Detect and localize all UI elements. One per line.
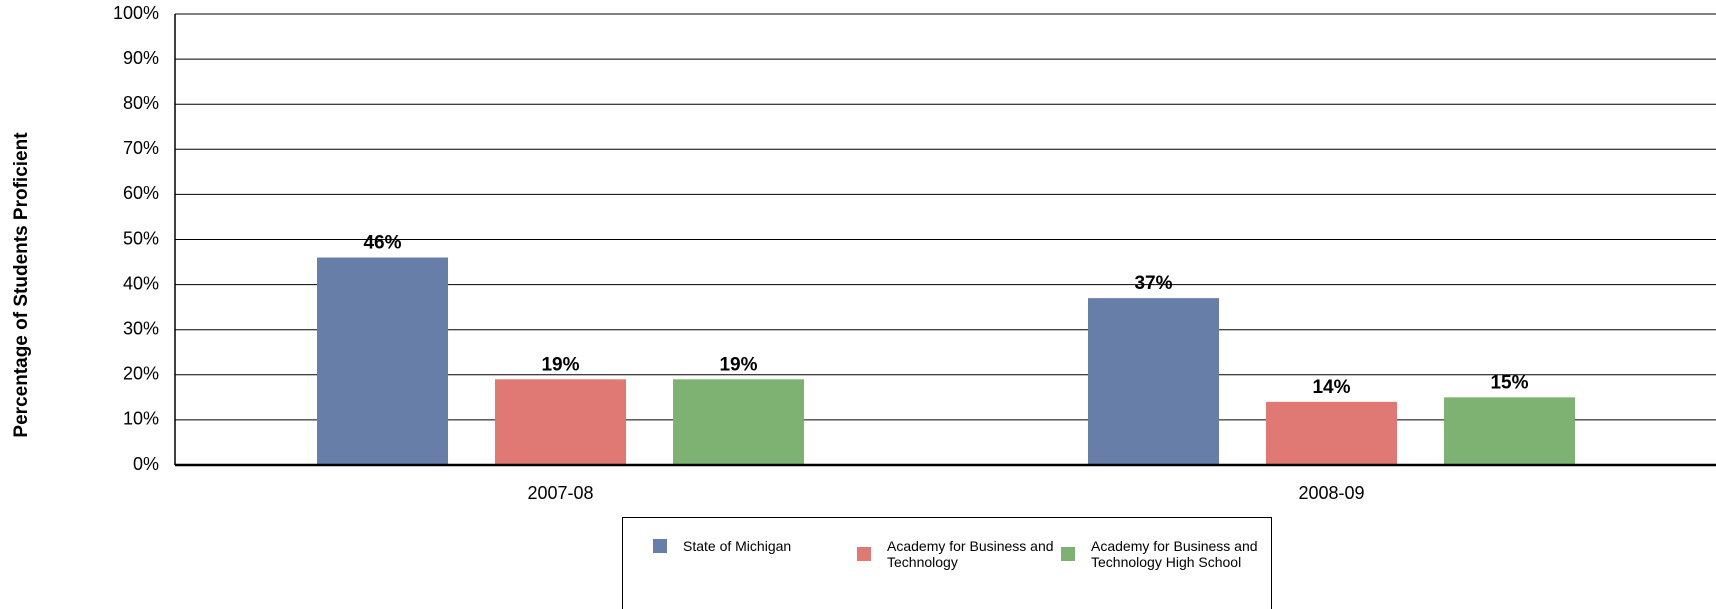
bar bbox=[673, 379, 804, 465]
legend-swatch bbox=[653, 539, 667, 553]
x-tick-label: 2007-08 bbox=[527, 483, 593, 503]
legend-swatch bbox=[1061, 547, 1075, 561]
legend-item: Academy for Business and Technology bbox=[857, 538, 1057, 570]
y-tick-label: 50% bbox=[123, 228, 159, 248]
value-label: 46% bbox=[363, 233, 401, 254]
bar bbox=[1444, 397, 1575, 465]
y-tick-label: 90% bbox=[123, 48, 159, 68]
value-label: 19% bbox=[719, 354, 757, 375]
legend-item: State of Michigan bbox=[653, 538, 823, 554]
value-label: 14% bbox=[1312, 377, 1350, 398]
y-tick-label: 100% bbox=[113, 3, 159, 23]
y-tick-label: 80% bbox=[123, 93, 159, 113]
legend: State of Michigan Academy for Business an… bbox=[622, 517, 1272, 609]
y-tick-label: 0% bbox=[133, 454, 159, 474]
legend-label: State of Michigan bbox=[683, 538, 792, 554]
legend-label: Academy for Business and Technology High… bbox=[1091, 538, 1258, 570]
value-label: 19% bbox=[541, 354, 579, 375]
legend-item: Academy for Business and Technology High… bbox=[1061, 538, 1271, 570]
bar bbox=[1088, 298, 1219, 465]
bar bbox=[1266, 401, 1397, 465]
value-label: 37% bbox=[1134, 273, 1172, 294]
x-tick-label: 2008-09 bbox=[1298, 483, 1364, 503]
legend-swatch bbox=[857, 547, 871, 561]
legend-label: Academy for Business and Technology bbox=[887, 538, 1054, 570]
bar bbox=[495, 379, 626, 465]
bar bbox=[317, 257, 448, 465]
y-axis-label: Percentage of Students Proficient bbox=[11, 132, 32, 438]
y-tick-label: 60% bbox=[123, 183, 159, 203]
value-label: 15% bbox=[1490, 372, 1528, 393]
y-tick-label: 40% bbox=[123, 273, 159, 293]
y-tick-label: 20% bbox=[123, 364, 159, 384]
y-tick-label: 30% bbox=[123, 318, 159, 338]
y-tick-label: 70% bbox=[123, 138, 159, 158]
y-tick-label: 10% bbox=[123, 409, 159, 429]
